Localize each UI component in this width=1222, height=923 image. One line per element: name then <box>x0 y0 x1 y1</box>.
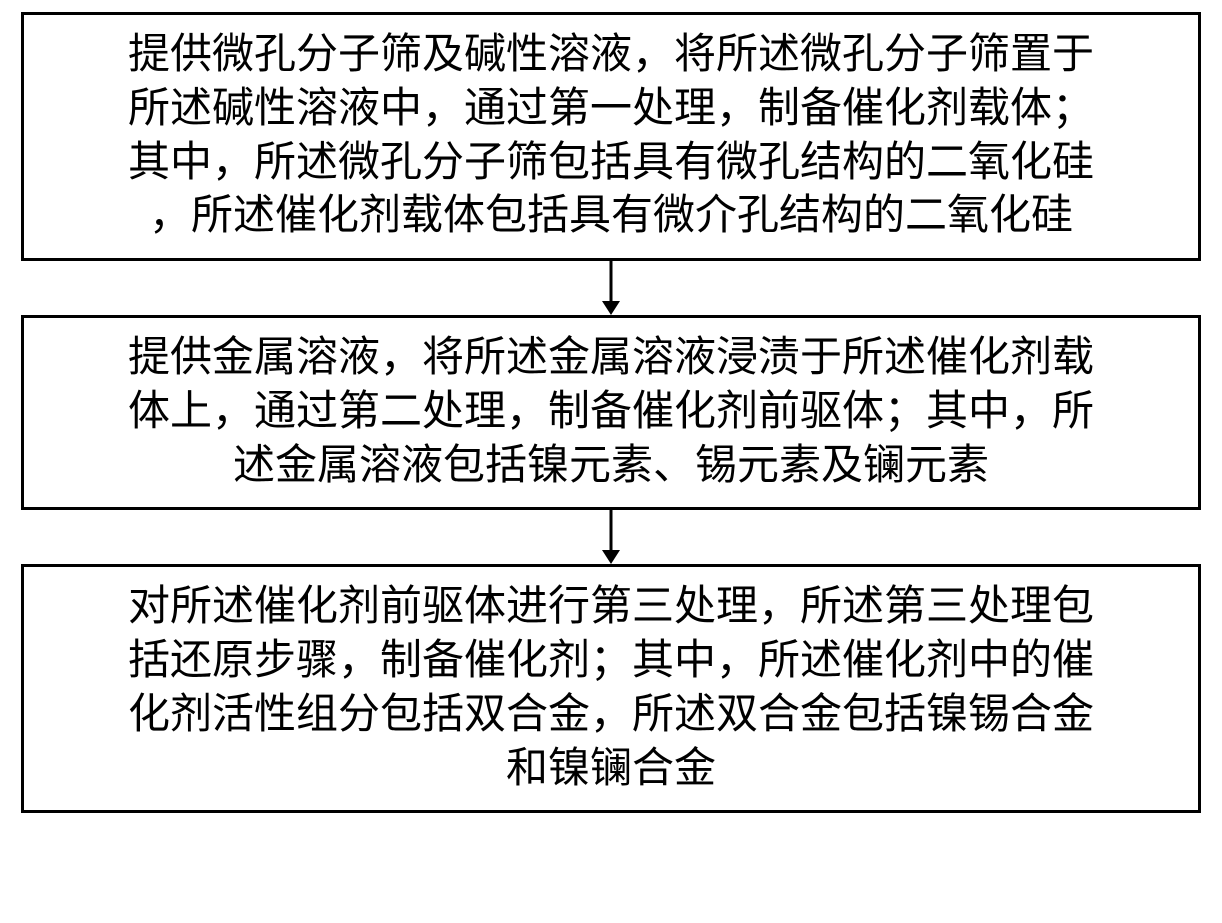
flowchart-edge-1 <box>21 261 1201 315</box>
flowchart-node-step2-line1: 提供金属溶液，将所述金属溶液浸渍于所述催化剂载 <box>46 332 1176 386</box>
flowchart-edge-2 <box>21 510 1201 564</box>
flowchart-node-step3-line2: 括还原步骤，制备催化剂；其中，所述催化剂中的催 <box>46 635 1176 689</box>
arrow-down-icon <box>596 261 626 315</box>
flowchart-node-step1-line2: 所述碱性溶液中，通过第一处理，制备催化剂载体； <box>46 83 1176 137</box>
flowchart-node-step1: 提供微孔分子筛及碱性溶液，将所述微孔分子筛置于 所述碱性溶液中，通过第一处理，制… <box>21 12 1201 261</box>
flowchart-node-step1-line3: 其中，所述微孔分子筛包括具有微孔结构的二氧化硅 <box>46 137 1176 191</box>
flowchart-container: 提供微孔分子筛及碱性溶液，将所述微孔分子筛置于 所述碱性溶液中，通过第一处理，制… <box>0 0 1222 923</box>
flowchart-node-step3-line1: 对所述催化剂前驱体进行第三处理，所述第三处理包 <box>46 581 1176 635</box>
flowchart-node-step3-line4: 和镍镧合金 <box>46 743 1176 797</box>
arrow-down-icon <box>596 510 626 564</box>
flowchart-node-step2: 提供金属溶液，将所述金属溶液浸渍于所述催化剂载 体上，通过第二处理，制备催化剂前… <box>21 315 1201 510</box>
flowchart-node-step1-line4: ，所述催化剂载体包括具有微介孔结构的二氧化硅 <box>46 190 1176 244</box>
flowchart-node-step3: 对所述催化剂前驱体进行第三处理，所述第三处理包 括还原步骤，制备催化剂；其中，所… <box>21 564 1201 813</box>
flowchart-node-step3-line3: 化剂活性组分包括双合金，所述双合金包括镍锡合金 <box>46 689 1176 743</box>
flowchart-node-step2-line2: 体上，通过第二处理，制备催化剂前驱体；其中，所 <box>46 386 1176 440</box>
flowchart-node-step1-line1: 提供微孔分子筛及碱性溶液，将所述微孔分子筛置于 <box>46 29 1176 83</box>
flowchart-node-step2-line3: 述金属溶液包括镍元素、锡元素及镧元素 <box>46 440 1176 494</box>
